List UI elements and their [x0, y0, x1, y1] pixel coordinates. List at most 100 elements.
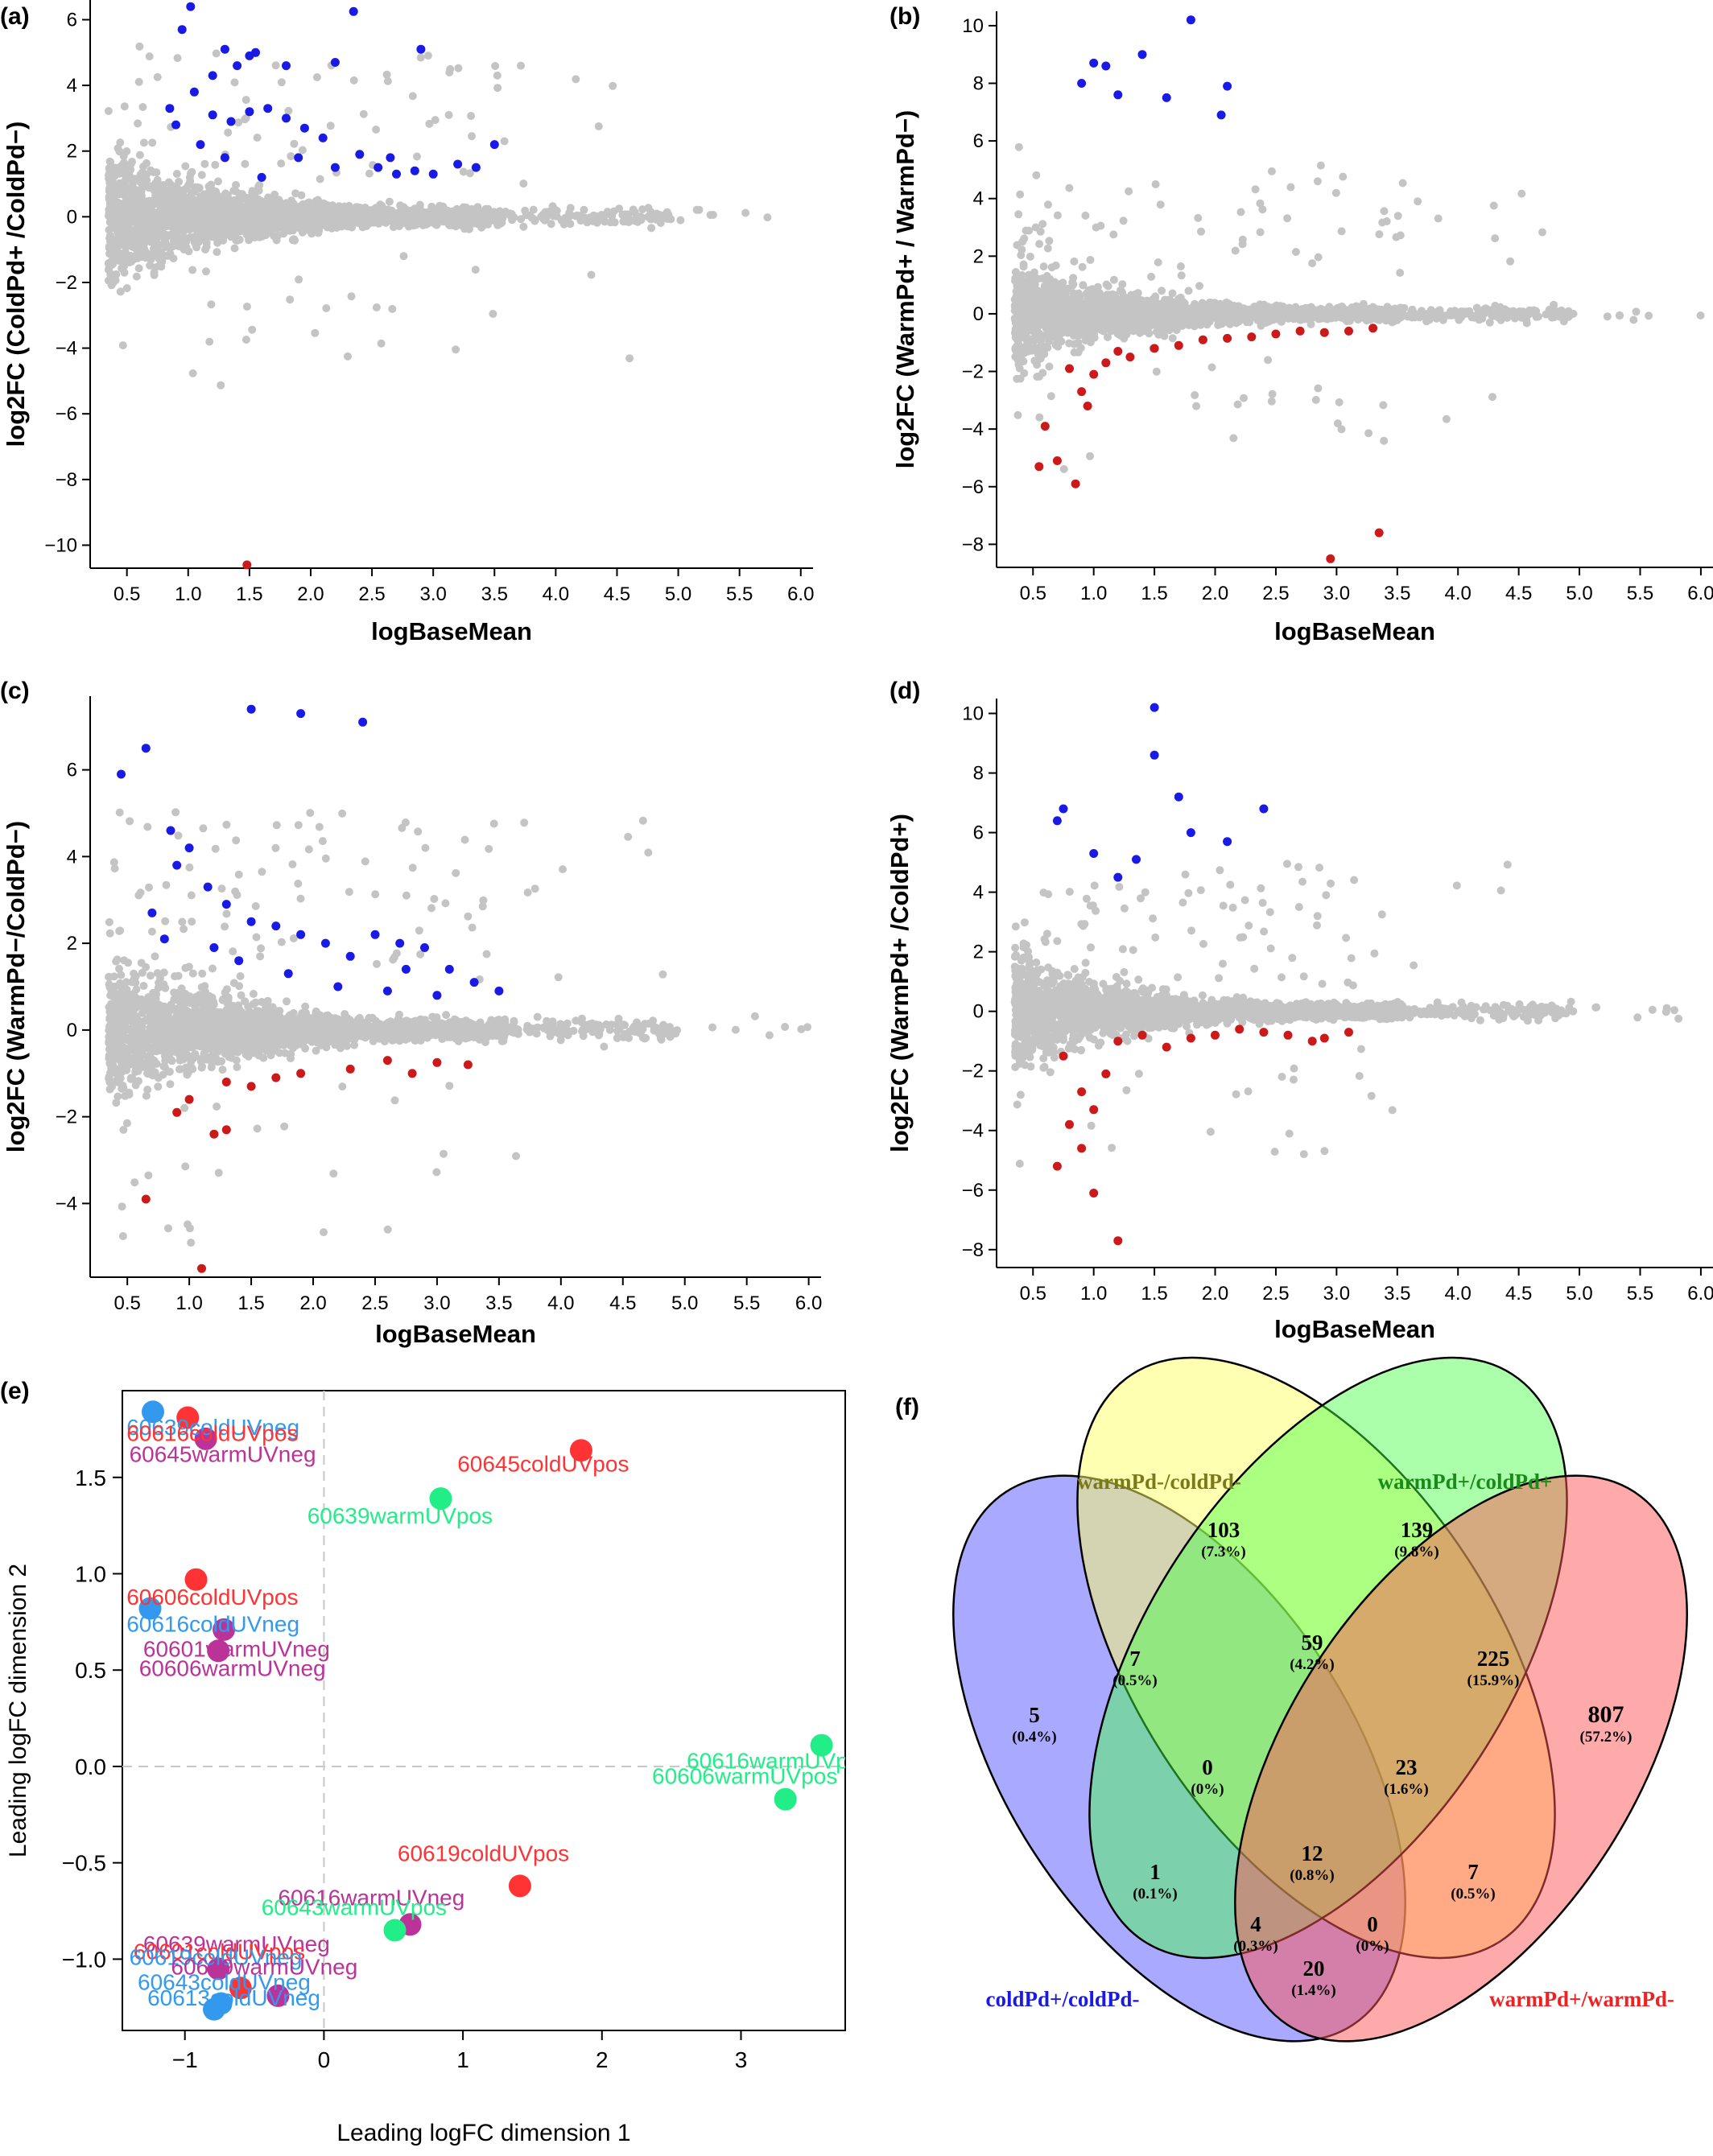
point-up — [226, 117, 236, 126]
background-point — [204, 229, 213, 237]
background-point — [464, 225, 473, 233]
background-point — [388, 214, 397, 223]
y-axis-label: log2FC (ColdPd+ /ColdPd−) — [2, 122, 30, 447]
background-point — [200, 159, 209, 168]
background-point — [193, 183, 202, 192]
background-point — [1258, 205, 1267, 214]
background-point — [314, 229, 323, 237]
background-point — [241, 159, 250, 168]
background-point — [1267, 167, 1276, 175]
background-point — [1396, 269, 1405, 277]
background-point — [185, 233, 194, 241]
background-point — [1045, 237, 1054, 245]
background-point — [676, 216, 685, 225]
background-point — [142, 176, 151, 184]
background-point — [763, 213, 772, 222]
background-point — [359, 109, 368, 118]
background-point — [200, 214, 208, 223]
background-point — [454, 64, 463, 72]
point-up — [428, 169, 438, 179]
background-point — [303, 200, 312, 209]
background-point — [134, 77, 143, 86]
background-point — [123, 200, 132, 209]
background-point — [1442, 414, 1451, 423]
background-point — [132, 225, 141, 233]
background-point — [634, 216, 642, 225]
background-point — [151, 263, 159, 272]
background-point — [1156, 200, 1165, 209]
background-point — [1020, 234, 1029, 243]
panel-label-d: (d) — [890, 678, 920, 704]
background-point — [1035, 240, 1044, 249]
background-point — [230, 214, 239, 223]
background-point — [399, 252, 408, 261]
y-tick-label: −4 — [56, 338, 77, 360]
background-point — [1136, 328, 1145, 337]
x-tick-label: 2.0 — [297, 583, 324, 605]
y-tick-label: 2 — [67, 141, 77, 163]
background-point — [244, 233, 253, 241]
background-point — [1070, 257, 1079, 266]
background-point — [447, 208, 456, 216]
background-point — [1378, 218, 1387, 227]
background-point — [159, 219, 168, 228]
background-point — [1396, 231, 1405, 240]
background-point — [167, 242, 176, 251]
point-up — [282, 61, 291, 71]
background-point — [385, 197, 394, 206]
background-point — [1056, 279, 1065, 288]
background-point — [1032, 171, 1041, 179]
background-point — [159, 181, 167, 189]
background-point — [122, 147, 131, 155]
background-point — [120, 102, 129, 111]
background-point — [1014, 142, 1023, 151]
background-point — [622, 217, 631, 226]
background-point — [1039, 262, 1048, 271]
background-point — [1168, 334, 1177, 343]
point-up — [233, 61, 242, 71]
background-point — [280, 204, 289, 212]
background-point — [372, 126, 381, 134]
background-point — [152, 188, 161, 196]
background-point — [1251, 185, 1260, 194]
background-point — [1046, 392, 1055, 401]
background-point — [340, 202, 349, 211]
background-point — [550, 205, 559, 213]
point-up — [374, 163, 383, 172]
background-point — [237, 195, 246, 204]
background-point — [1045, 362, 1054, 371]
background-point — [158, 188, 167, 196]
background-point — [138, 103, 147, 111]
panel-label-c: (c) — [0, 678, 30, 704]
background-point — [376, 212, 385, 221]
background-point — [1053, 211, 1062, 220]
background-point — [1104, 282, 1112, 291]
background-point — [400, 215, 409, 224]
point-up — [245, 107, 254, 117]
background-point — [1506, 257, 1515, 266]
background-point — [1030, 357, 1039, 365]
background-point — [1013, 241, 1022, 249]
background-point — [1031, 223, 1040, 232]
background-point — [1081, 336, 1090, 344]
background-point — [173, 54, 182, 63]
ma-plot-a: 0.5 1.0 1.5 2.0 2.5 3.0 3.5 4.0 4.5 5.0 5.5 6.06420… — [2, 0, 814, 645]
background-point — [467, 112, 476, 120]
background-point — [230, 78, 239, 87]
background-point — [1313, 177, 1322, 186]
background-point — [1364, 429, 1373, 438]
background-point — [118, 341, 127, 350]
background-point — [188, 167, 196, 176]
background-point — [349, 76, 358, 85]
background-point — [186, 177, 195, 186]
background-point — [1109, 275, 1118, 284]
background-point — [217, 233, 226, 242]
background-point — [1207, 363, 1216, 372]
background-point — [271, 61, 280, 70]
background-point — [1308, 259, 1317, 268]
point-up — [453, 159, 463, 169]
nonsignificant-points — [1010, 142, 1705, 473]
background-point — [1339, 172, 1348, 181]
background-point — [115, 257, 124, 266]
point-up — [349, 6, 358, 16]
